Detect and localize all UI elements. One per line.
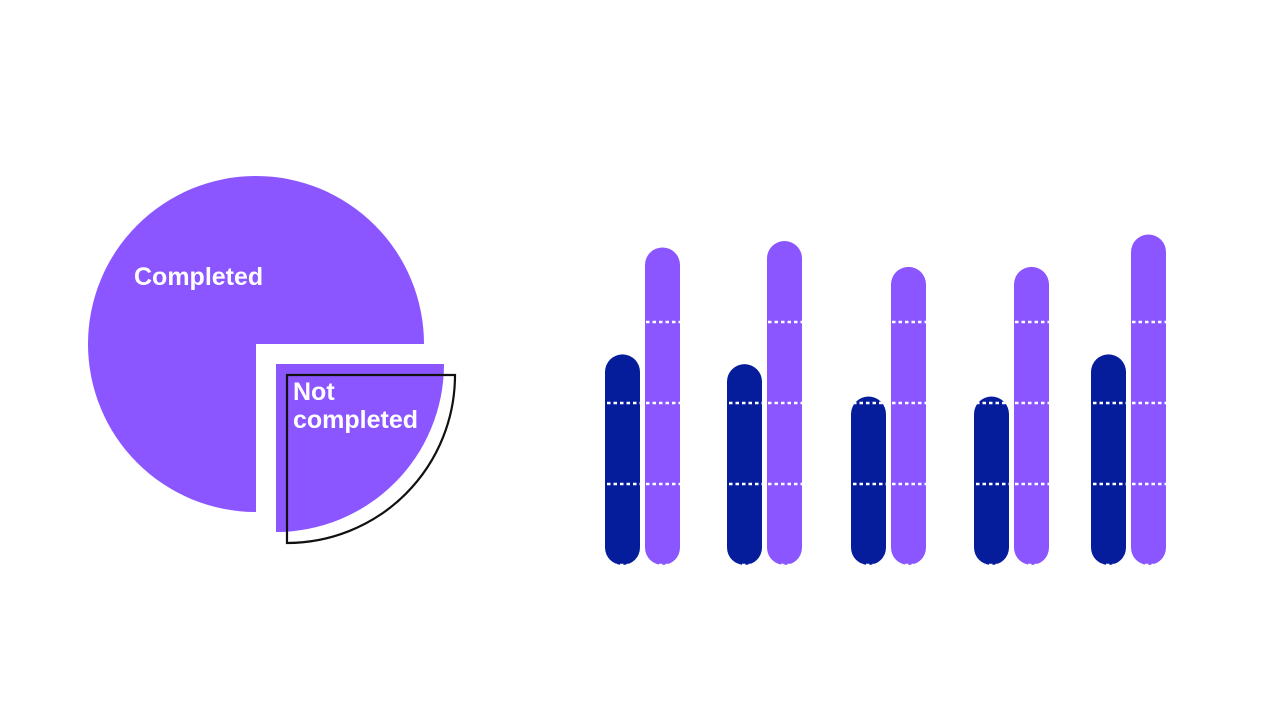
- pie-label-not-completed-line2: completed: [293, 406, 418, 434]
- pie-slice-not-completed: [276, 364, 444, 532]
- bar-group3-series2: [891, 266, 926, 565]
- bar-group3-series1: [851, 396, 886, 565]
- bar-group5-series1: [1091, 354, 1126, 565]
- bar-group1-series1: [605, 354, 640, 565]
- bars-layer: [605, 234, 1166, 566]
- bar-group2-series1: [727, 364, 762, 565]
- bar-group5-series2: [1131, 234, 1166, 565]
- bar-group4-series1: [974, 396, 1009, 565]
- pie-chart: Completed Not completed: [88, 176, 457, 545]
- gridlines-layer: [607, 320, 1166, 567]
- pie-label-not-completed-line1: Not: [293, 378, 335, 406]
- pie-label-completed: Completed: [134, 263, 263, 291]
- bar-group4-series2: [1014, 266, 1049, 565]
- pie-slice-outline: [285, 373, 457, 545]
- bar-group1-series2: [645, 247, 680, 566]
- bar-chart: [605, 234, 1166, 567]
- pie-slice-completed: [88, 176, 424, 512]
